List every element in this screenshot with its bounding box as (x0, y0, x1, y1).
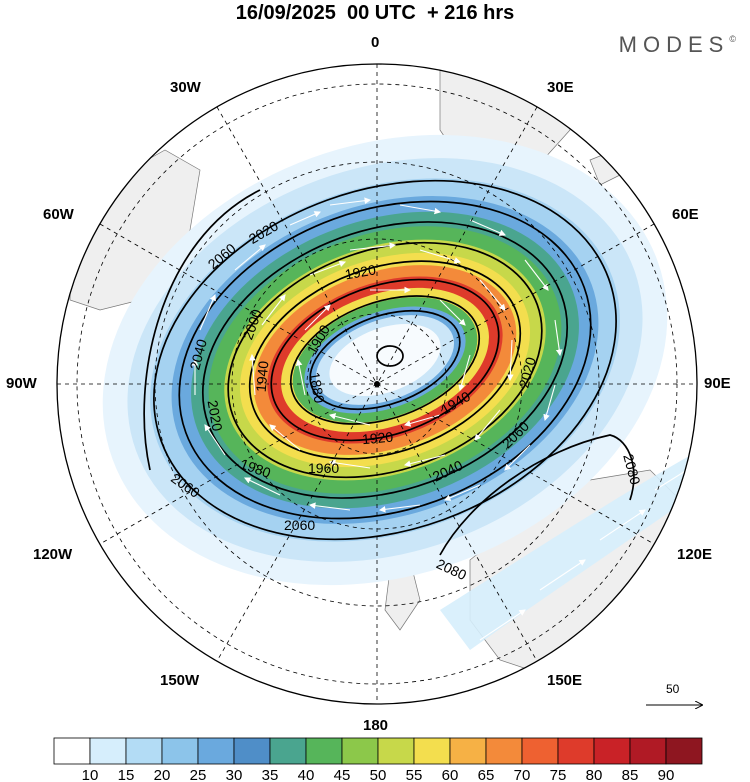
colorbar-swatch (233, 737, 271, 765)
modes-logo: MODES© (619, 32, 736, 58)
pole-marker (374, 381, 380, 387)
colorbar-tick-label: 20 (154, 767, 171, 782)
colorbar-swatch (593, 737, 631, 765)
geopotential-contours (143, 179, 635, 556)
contour-label: 1880 (307, 371, 328, 405)
colorbar-tick-label: 70 (514, 767, 531, 782)
map-title: 16/09/2025 00 UTC + 216 hrs (235, 2, 515, 24)
colorbar-swatch (413, 737, 451, 765)
colorbar-tick-label: 85 (622, 767, 639, 782)
lon-label-120e: 120E (677, 546, 713, 563)
colorbar-tick-label: 55 (406, 767, 423, 782)
colorbar-tick-label: 10 (82, 767, 99, 782)
contour-label: 2020 (515, 355, 539, 389)
subtropical-jet-band (440, 450, 697, 650)
lon-label-30w: 30W (170, 79, 201, 96)
colorbar-tick-label: 90 (658, 767, 675, 782)
colorbar-tick-label: 15 (118, 767, 135, 782)
lon-label-150e: 150E (547, 672, 583, 689)
colorbar-swatch (125, 737, 163, 765)
colorbar-swatch (197, 737, 235, 765)
map-boundary (56, 63, 698, 705)
wind-vectors (191, 197, 696, 641)
contour-label: 2060 (284, 517, 315, 533)
colorbar-swatch (341, 737, 379, 765)
contour-label: 1920 (344, 261, 378, 282)
colorbar-tick-label: 40 (298, 767, 315, 782)
colorbar-swatch (521, 737, 559, 765)
colorbar-tick-label: 30 (226, 767, 243, 782)
colorbar-tick-label: 45 (334, 767, 351, 782)
colorbar-swatch (449, 737, 487, 765)
copyright-mark: © (729, 34, 736, 44)
contour-label: 2020 (205, 399, 226, 433)
vector-scale-arrow (646, 698, 706, 712)
colorbar-swatch (305, 737, 343, 765)
colorbar-tick-label: 65 (478, 767, 495, 782)
colorbar-swatch (665, 737, 703, 765)
polar-stereographic-map: 2060 2020 1920 1900 2000 2040 1940 1880 … (56, 63, 698, 705)
lon-label-0: 0 (371, 34, 380, 51)
colorbar-swatch (485, 737, 523, 765)
lon-label-30e: 30E (547, 79, 574, 96)
vector-scale-label: 50 (666, 682, 680, 696)
colorbar-swatch (53, 737, 91, 765)
colorbar-swatch (89, 737, 127, 765)
wind-speed-field (57, 64, 697, 704)
colorbar-tick-label: 60 (442, 767, 459, 782)
colorbar-tick-label: 35 (262, 767, 279, 782)
colorbar-tick-label: 75 (550, 767, 567, 782)
contour-label: 1940 (253, 360, 272, 393)
lon-label-90e: 90E (704, 375, 731, 392)
colorbar-swatch (629, 737, 667, 765)
contour-label: 1960 (308, 460, 339, 476)
lon-label-60w: 60W (43, 206, 74, 223)
logo-text: MODES (618, 32, 730, 57)
lon-label-180: 180 (363, 717, 389, 734)
colorbar-swatch (377, 737, 415, 765)
contour-label: 2040 (186, 337, 210, 371)
lon-label-150w: 150W (160, 672, 200, 689)
lon-label-60e: 60E (672, 206, 699, 223)
colorbar-tick-label: 25 (190, 767, 207, 782)
lon-label-120w: 120W (33, 546, 73, 563)
contour-label: 2080 (620, 452, 644, 486)
colorbar-swatch (557, 737, 595, 765)
colorbar-tick-label: 80 (586, 767, 603, 782)
colorbar-swatch (269, 737, 307, 765)
colorbar-swatch (161, 737, 199, 765)
contour-label: 1920 (361, 429, 394, 448)
colorbar-tick-label: 50 (370, 767, 387, 782)
lon-label-90w: 90W (6, 375, 37, 392)
